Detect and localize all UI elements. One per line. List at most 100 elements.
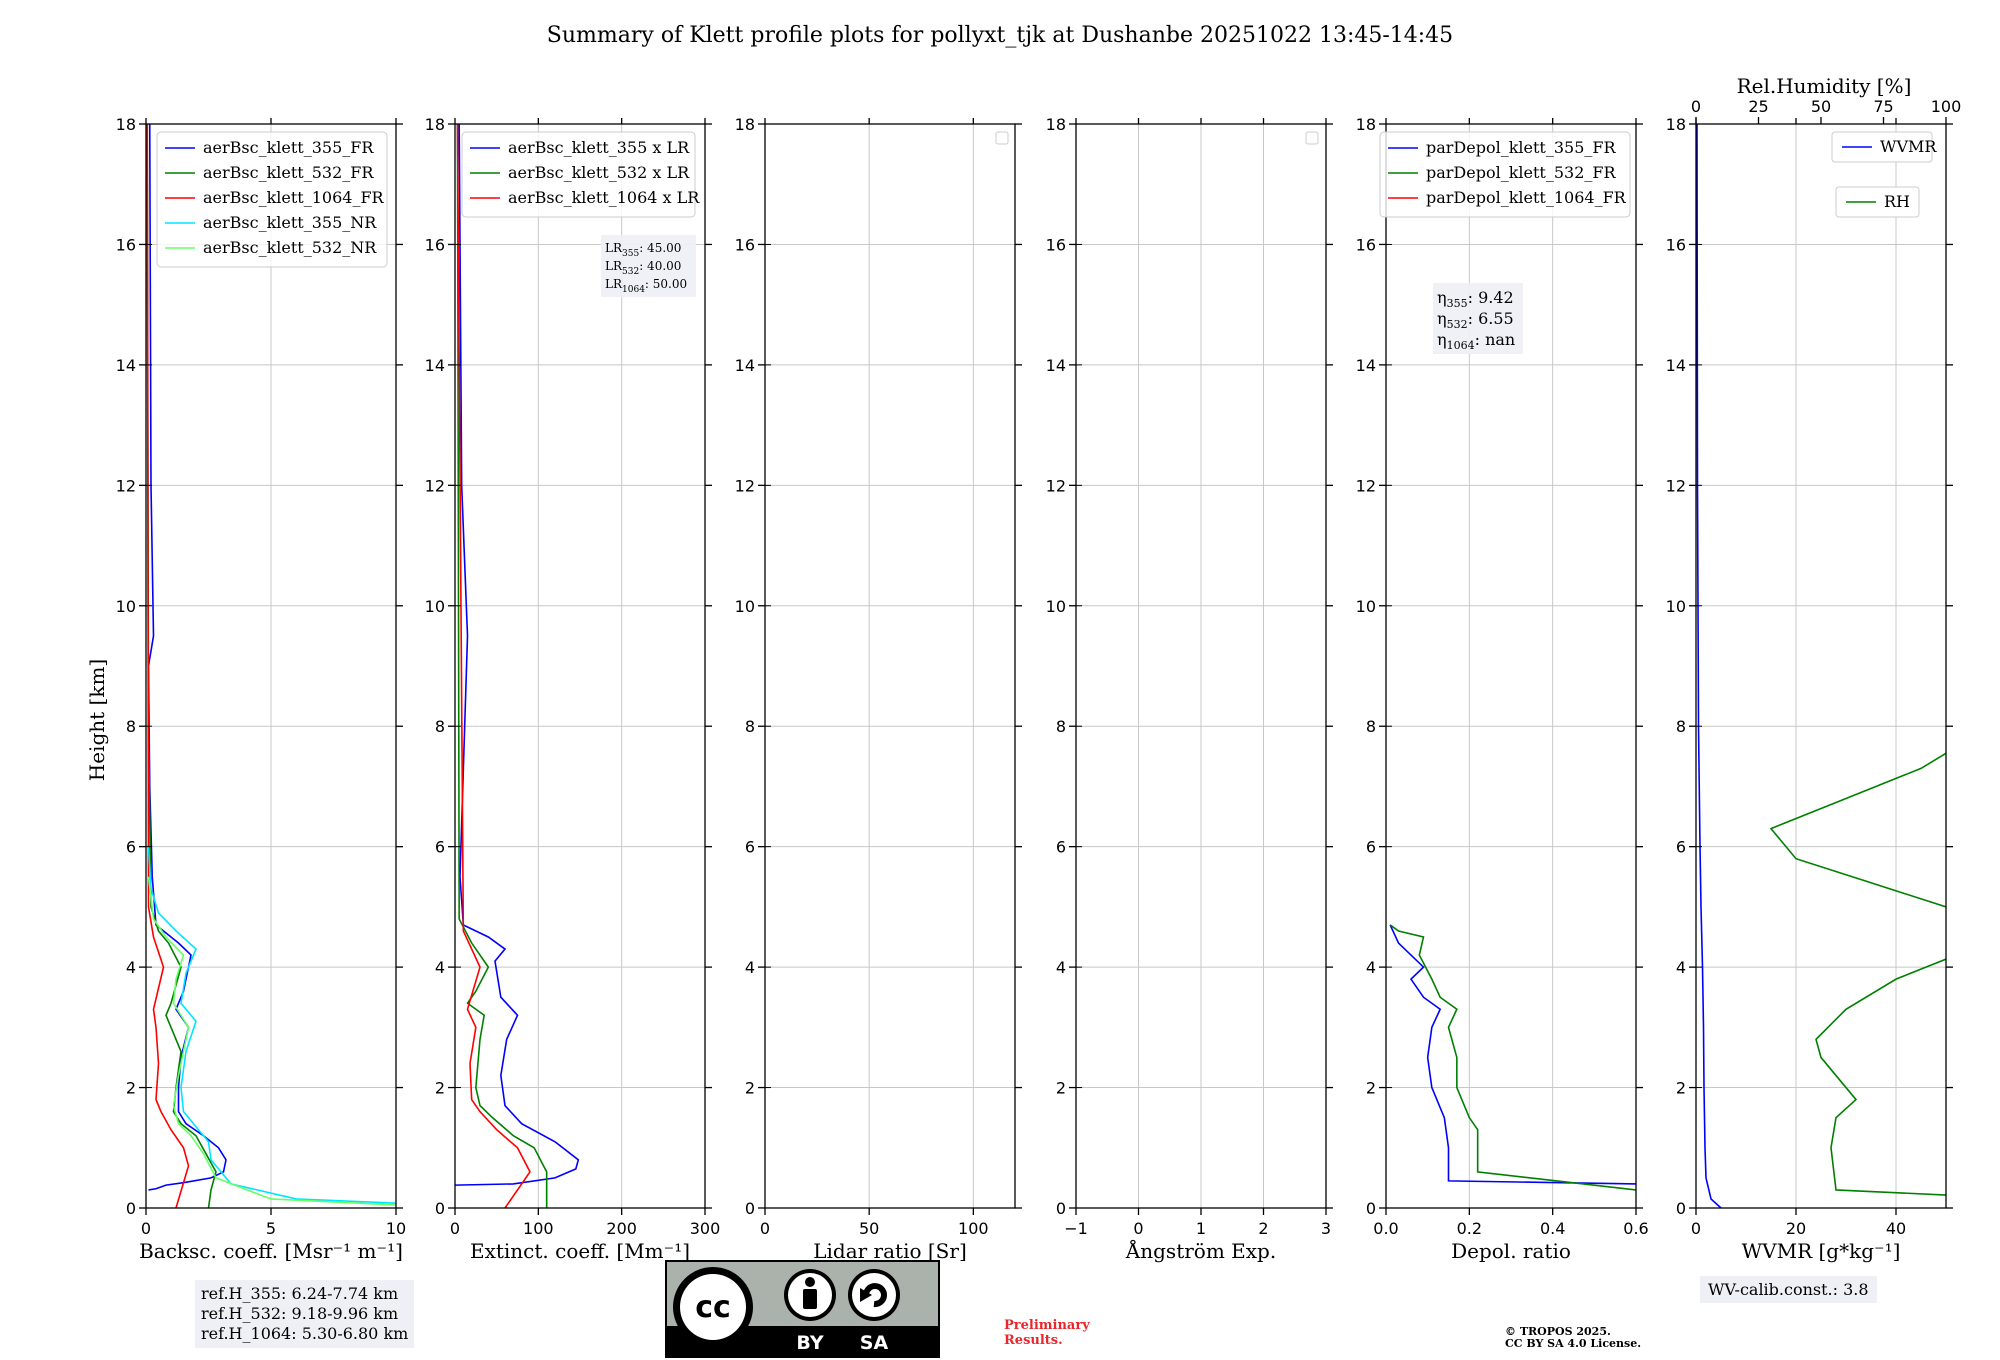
top-x-tick-label: 50 [1811,97,1831,116]
cc-logo-inner-circle [680,1274,746,1340]
x-axis-label: Extinct. coeff. [Mm⁻¹] [470,1239,690,1263]
y-tick-label: 14 [1666,356,1686,375]
plot-frame [1385,123,1637,1209]
y-tick-label: 16 [1666,235,1686,254]
y-tick-label: 6 [1366,838,1376,857]
copyright-note: © TROPOS 2025. CC BY SA 4.0 License. [1505,1326,1641,1350]
y-tick-label: 4 [1676,958,1686,977]
cc-logo-letters: cc [695,1290,731,1325]
y-tick-label: 10 [425,597,445,616]
series-line-aerBsc_klett_355_NR [147,846,396,1204]
series-line-aerBsc_klett_1064_FR [146,124,190,1208]
y-tick-label: 16 [735,235,755,254]
x-tick-label: 50 [859,1219,879,1238]
y-tick-label: 16 [116,235,136,254]
y-tick-label: 12 [735,476,755,495]
annotation-line: η532: 6.55 [1437,309,1514,331]
share-alike-arrowhead [860,1288,872,1302]
y-tick-label: 4 [1056,958,1066,977]
empty-legend [995,131,1009,145]
y-tick-label: 4 [1366,958,1376,977]
person-icon-body [803,1289,817,1309]
y-tick-label: 0 [126,1199,136,1218]
y-tick-label: 10 [116,597,136,616]
series-group [455,124,580,1208]
annotation-box [1433,283,1523,354]
x-tick-label: 0.0 [1373,1219,1398,1238]
y-tick-label: 4 [126,958,136,977]
legend-box [156,131,388,268]
x-tick-label: 300 [690,1219,721,1238]
x-tick-label: 3 [1321,1219,1331,1238]
annotation-line: LR355: 45.00 [605,241,681,259]
plot-frame [454,123,706,1209]
y-tick-label: 2 [1676,1079,1686,1098]
x-tick-label: 0 [1691,1219,1701,1238]
x-tick-label: 0 [760,1219,770,1238]
legend-label: aerBsc_klett_532_NR [203,238,377,257]
y-tick-label: 8 [126,717,136,736]
ref-height-355: ref.H_355: 6.24-7.74 km [201,1284,399,1303]
top-x-tick-label: 25 [1748,97,1768,116]
series-line-WVMR [1696,124,1722,1208]
y-tick-label: 6 [126,838,136,857]
x-tick-label: 0 [141,1219,151,1238]
legend-label: aerBsc_klett_1064_FR [203,188,385,207]
legend-label: aerBsc_klett_355 x LR [508,138,690,157]
x-tick-label: 0.2 [1457,1219,1482,1238]
y-tick-label: 6 [435,838,445,857]
legend-box [461,131,696,218]
legend-box [1831,131,1933,163]
preliminary-line-2: Results. [1004,1333,1063,1348]
legend-label: parDepol_klett_355_FR [1426,138,1617,157]
series-line-RH [1769,752,1946,1196]
legend-label: WVMR [1880,137,1937,156]
series-line-aerBsc_klett_355 x LR [455,124,580,1186]
series-line-parDepol_klett_355_FR [1389,924,1636,1185]
y-tick-label: 8 [1366,717,1376,736]
annotation-box [601,235,696,297]
y-tick-label: 4 [435,958,445,977]
by-label: BY [796,1332,823,1354]
y-tick-label: 16 [1046,235,1066,254]
y-tick-label: 4 [745,958,755,977]
person-icon-head [805,1277,815,1287]
y-tick-label: 18 [1356,115,1376,134]
y-tick-label: 8 [1056,717,1066,736]
y-tick-label: 0 [745,1199,755,1218]
cc-badge-graphic: cc BY SA [667,1267,938,1356]
cc-by-sa-license-badge: cc BY SA [665,1260,940,1358]
y-tick-label: 18 [1666,115,1686,134]
y-tick-label: 12 [1666,476,1686,495]
y-tick-label: 6 [745,838,755,857]
x-tick-label: 200 [606,1219,637,1238]
x-tick-label: 0.6 [1623,1219,1648,1238]
x-tick-label: 5 [266,1219,276,1238]
y-tick-label: 12 [1046,476,1066,495]
x-tick-label: 0 [1133,1219,1143,1238]
sa-label: SA [860,1332,889,1354]
y-tick-label: 6 [1676,838,1686,857]
annotation-line: η1064: nan [1437,330,1515,352]
y-axis-label: Height [km] [85,659,109,781]
legend-label: aerBsc_klett_532_FR [203,163,374,182]
top-x-tick-label: 0 [1691,97,1701,116]
preliminary-line-1: Preliminary [1004,1318,1090,1333]
copyright-line-2: CC BY SA 4.0 License. [1505,1337,1642,1350]
y-tick-label: 10 [1356,597,1376,616]
series-group [146,124,396,1208]
series-group [1696,124,1946,1208]
x-tick-label: 2 [1258,1219,1268,1238]
y-tick-label: 16 [425,235,445,254]
y-tick-label: 18 [425,115,445,134]
x-axis-label: Ångström Exp. [1125,1238,1276,1263]
x-tick-label: 0 [450,1219,460,1238]
reference-height-box: ref.H_355: 6.24-7.74 km ref.H_532: 9.18-… [195,1280,415,1348]
share-alike-arrow-icon [863,1283,887,1308]
x-tick-label: 1 [1196,1219,1206,1238]
